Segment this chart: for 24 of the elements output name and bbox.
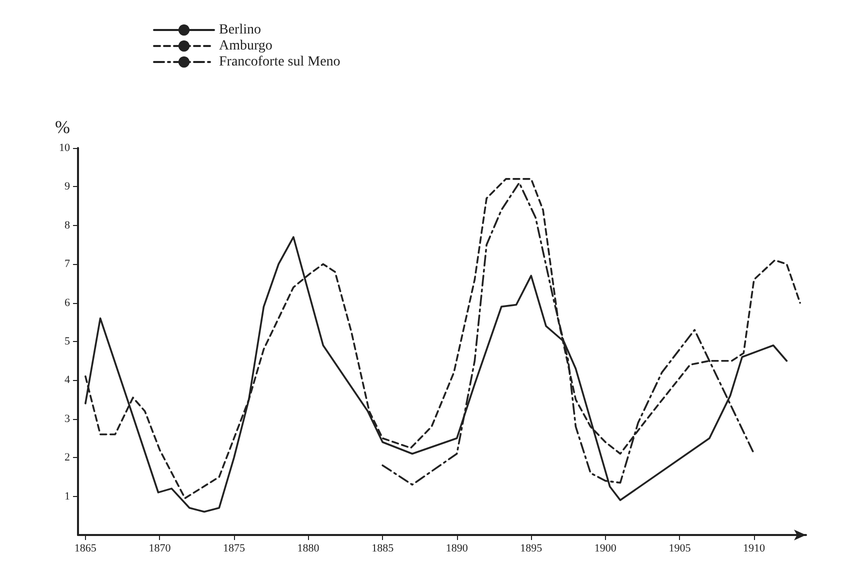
y-tick-label: 2 <box>64 452 70 464</box>
x-tick-label: 1865 <box>74 542 97 554</box>
x-tick-label: 1880 <box>297 542 320 554</box>
x-tick-label: 1890 <box>446 542 468 554</box>
x-tick-label: 1885 <box>372 542 394 554</box>
x-tick-label: 1895 <box>520 542 543 554</box>
x-tick-label: 1910 <box>743 542 766 554</box>
y-tick-label: 4 <box>64 374 70 386</box>
y-tick-label: 9 <box>64 180 70 193</box>
y-tick-label: 7 <box>64 258 70 270</box>
y-tick-label: 1 <box>64 490 70 502</box>
x-tick-label: 1905 <box>668 542 692 554</box>
x-tick-label: 1900 <box>594 542 617 554</box>
x-tick-label: 1875 <box>223 542 246 554</box>
legend-label: Amburgo <box>219 38 272 54</box>
legend-label: Berlino <box>219 22 261 38</box>
y-tick-label: 6 <box>64 296 70 309</box>
x-tick-label: 1870 <box>148 542 172 554</box>
y-tick-label: 5 <box>64 336 70 348</box>
y-tick-label: 10 <box>59 142 70 154</box>
legend-label: Francoforte sul Meno <box>219 54 340 70</box>
y-tick-label: 8 <box>64 219 70 232</box>
y-axis-title: % <box>55 117 70 137</box>
y-tick-label: 3 <box>64 412 70 425</box>
